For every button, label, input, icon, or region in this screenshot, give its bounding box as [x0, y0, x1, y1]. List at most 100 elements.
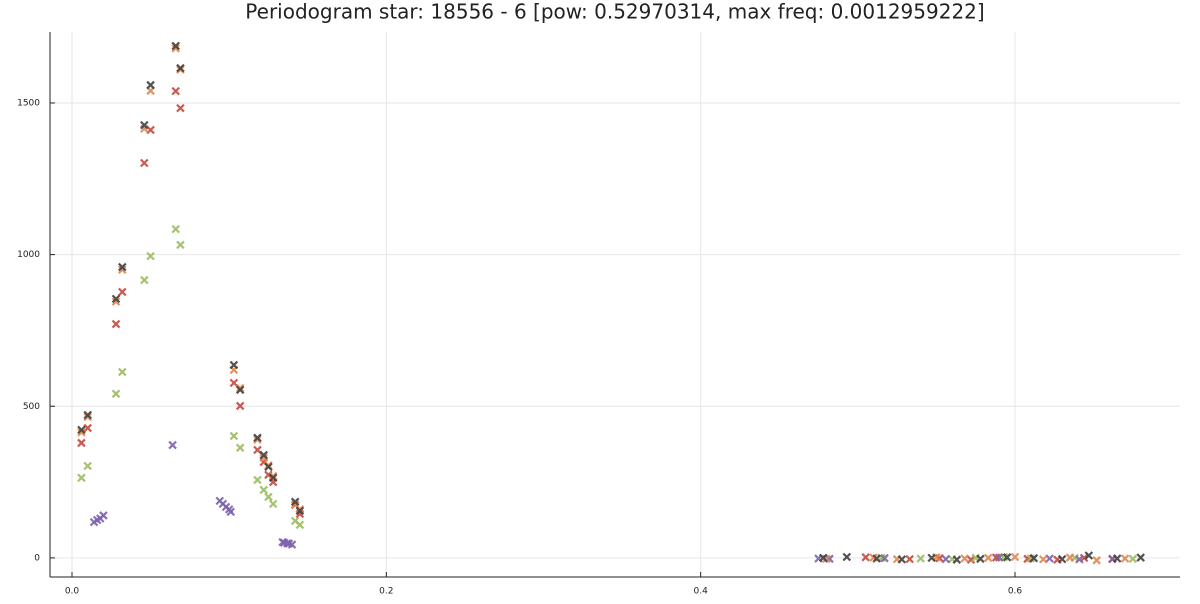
point	[171, 44, 181, 53]
point	[295, 520, 305, 530]
point-stroke	[77, 428, 86, 437]
point-stroke	[284, 539, 294, 548]
point-stroke	[111, 294, 121, 304]
point	[146, 251, 155, 261]
point-stroke	[118, 367, 127, 377]
point-stroke	[290, 516, 300, 526]
point-stroke	[268, 471, 278, 481]
x-tick-label: 0.6	[1008, 587, 1023, 597]
point-stroke	[935, 553, 944, 563]
point-stroke	[1112, 554, 1122, 563]
point	[994, 553, 1004, 562]
point	[966, 555, 976, 564]
point	[1112, 554, 1122, 563]
y-tick-label: 1500	[17, 98, 40, 108]
point-stroke	[77, 438, 86, 448]
point-stroke	[927, 553, 936, 563]
point	[83, 412, 92, 422]
point-stroke	[235, 401, 245, 411]
point	[1075, 555, 1084, 564]
point	[1045, 554, 1054, 563]
point-stroke	[264, 492, 273, 502]
point	[140, 275, 149, 285]
point	[268, 473, 278, 483]
point-stroke	[259, 450, 269, 460]
point	[952, 555, 962, 564]
point	[171, 86, 181, 96]
point	[1084, 551, 1094, 560]
point-stroke	[226, 507, 236, 517]
point	[83, 410, 92, 420]
point	[1128, 554, 1138, 564]
point-stroke	[287, 540, 297, 549]
point	[229, 431, 239, 441]
point-stroke	[872, 554, 881, 563]
point	[235, 443, 245, 453]
point-stroke	[994, 553, 1004, 562]
point	[1065, 553, 1075, 562]
point-stroke	[952, 555, 962, 564]
point	[229, 360, 239, 370]
point	[235, 401, 245, 411]
point-stroke	[99, 511, 108, 520]
point-stroke	[168, 440, 177, 450]
point	[168, 440, 177, 450]
point-stroke	[897, 555, 907, 564]
point-stroke	[229, 431, 239, 441]
point-stroke	[268, 473, 278, 483]
point	[111, 319, 121, 329]
point	[287, 540, 297, 549]
point	[176, 240, 185, 250]
point-stroke	[976, 554, 985, 564]
point	[960, 554, 969, 563]
point-stroke	[259, 485, 269, 495]
chart-title: Periodogram star: 18556 - 6 [pow: 0.5297…	[245, 0, 984, 24]
point	[1092, 556, 1101, 565]
point	[83, 423, 92, 433]
point-stroke	[229, 378, 239, 388]
point	[1029, 553, 1039, 563]
point	[1057, 554, 1067, 564]
point	[253, 435, 262, 444]
point	[171, 41, 181, 51]
point-stroke	[295, 506, 305, 516]
point-stroke	[253, 445, 262, 455]
point-stroke	[1002, 553, 1012, 562]
point	[140, 120, 149, 130]
point	[253, 475, 262, 485]
point-stroke	[905, 554, 914, 564]
point	[861, 553, 870, 562]
point	[140, 158, 149, 168]
point	[927, 553, 936, 563]
point-stroke	[1065, 553, 1075, 562]
point	[83, 461, 92, 471]
point-stroke	[869, 553, 878, 562]
point-stroke	[295, 520, 305, 530]
point	[118, 287, 127, 297]
point	[897, 555, 907, 564]
point-stroke	[253, 433, 262, 443]
point	[118, 265, 127, 275]
point	[1038, 555, 1048, 564]
point	[235, 385, 245, 395]
point-stroke	[171, 41, 181, 51]
point	[295, 506, 305, 516]
point-stroke	[1092, 556, 1101, 565]
y-tick-label: 500	[23, 402, 40, 412]
point-stroke	[83, 461, 92, 471]
point	[253, 433, 262, 443]
point	[872, 554, 881, 563]
point-stroke	[1029, 553, 1039, 563]
point	[111, 297, 121, 306]
point	[259, 450, 269, 460]
point	[268, 499, 278, 509]
point	[983, 553, 993, 563]
point-stroke	[118, 287, 127, 297]
point-stroke	[842, 552, 852, 562]
point-stroke	[290, 500, 300, 510]
point-stroke	[960, 554, 969, 563]
point-stroke	[140, 120, 149, 130]
point-stroke	[146, 125, 155, 135]
x-tick-label: 0.4	[693, 587, 708, 597]
